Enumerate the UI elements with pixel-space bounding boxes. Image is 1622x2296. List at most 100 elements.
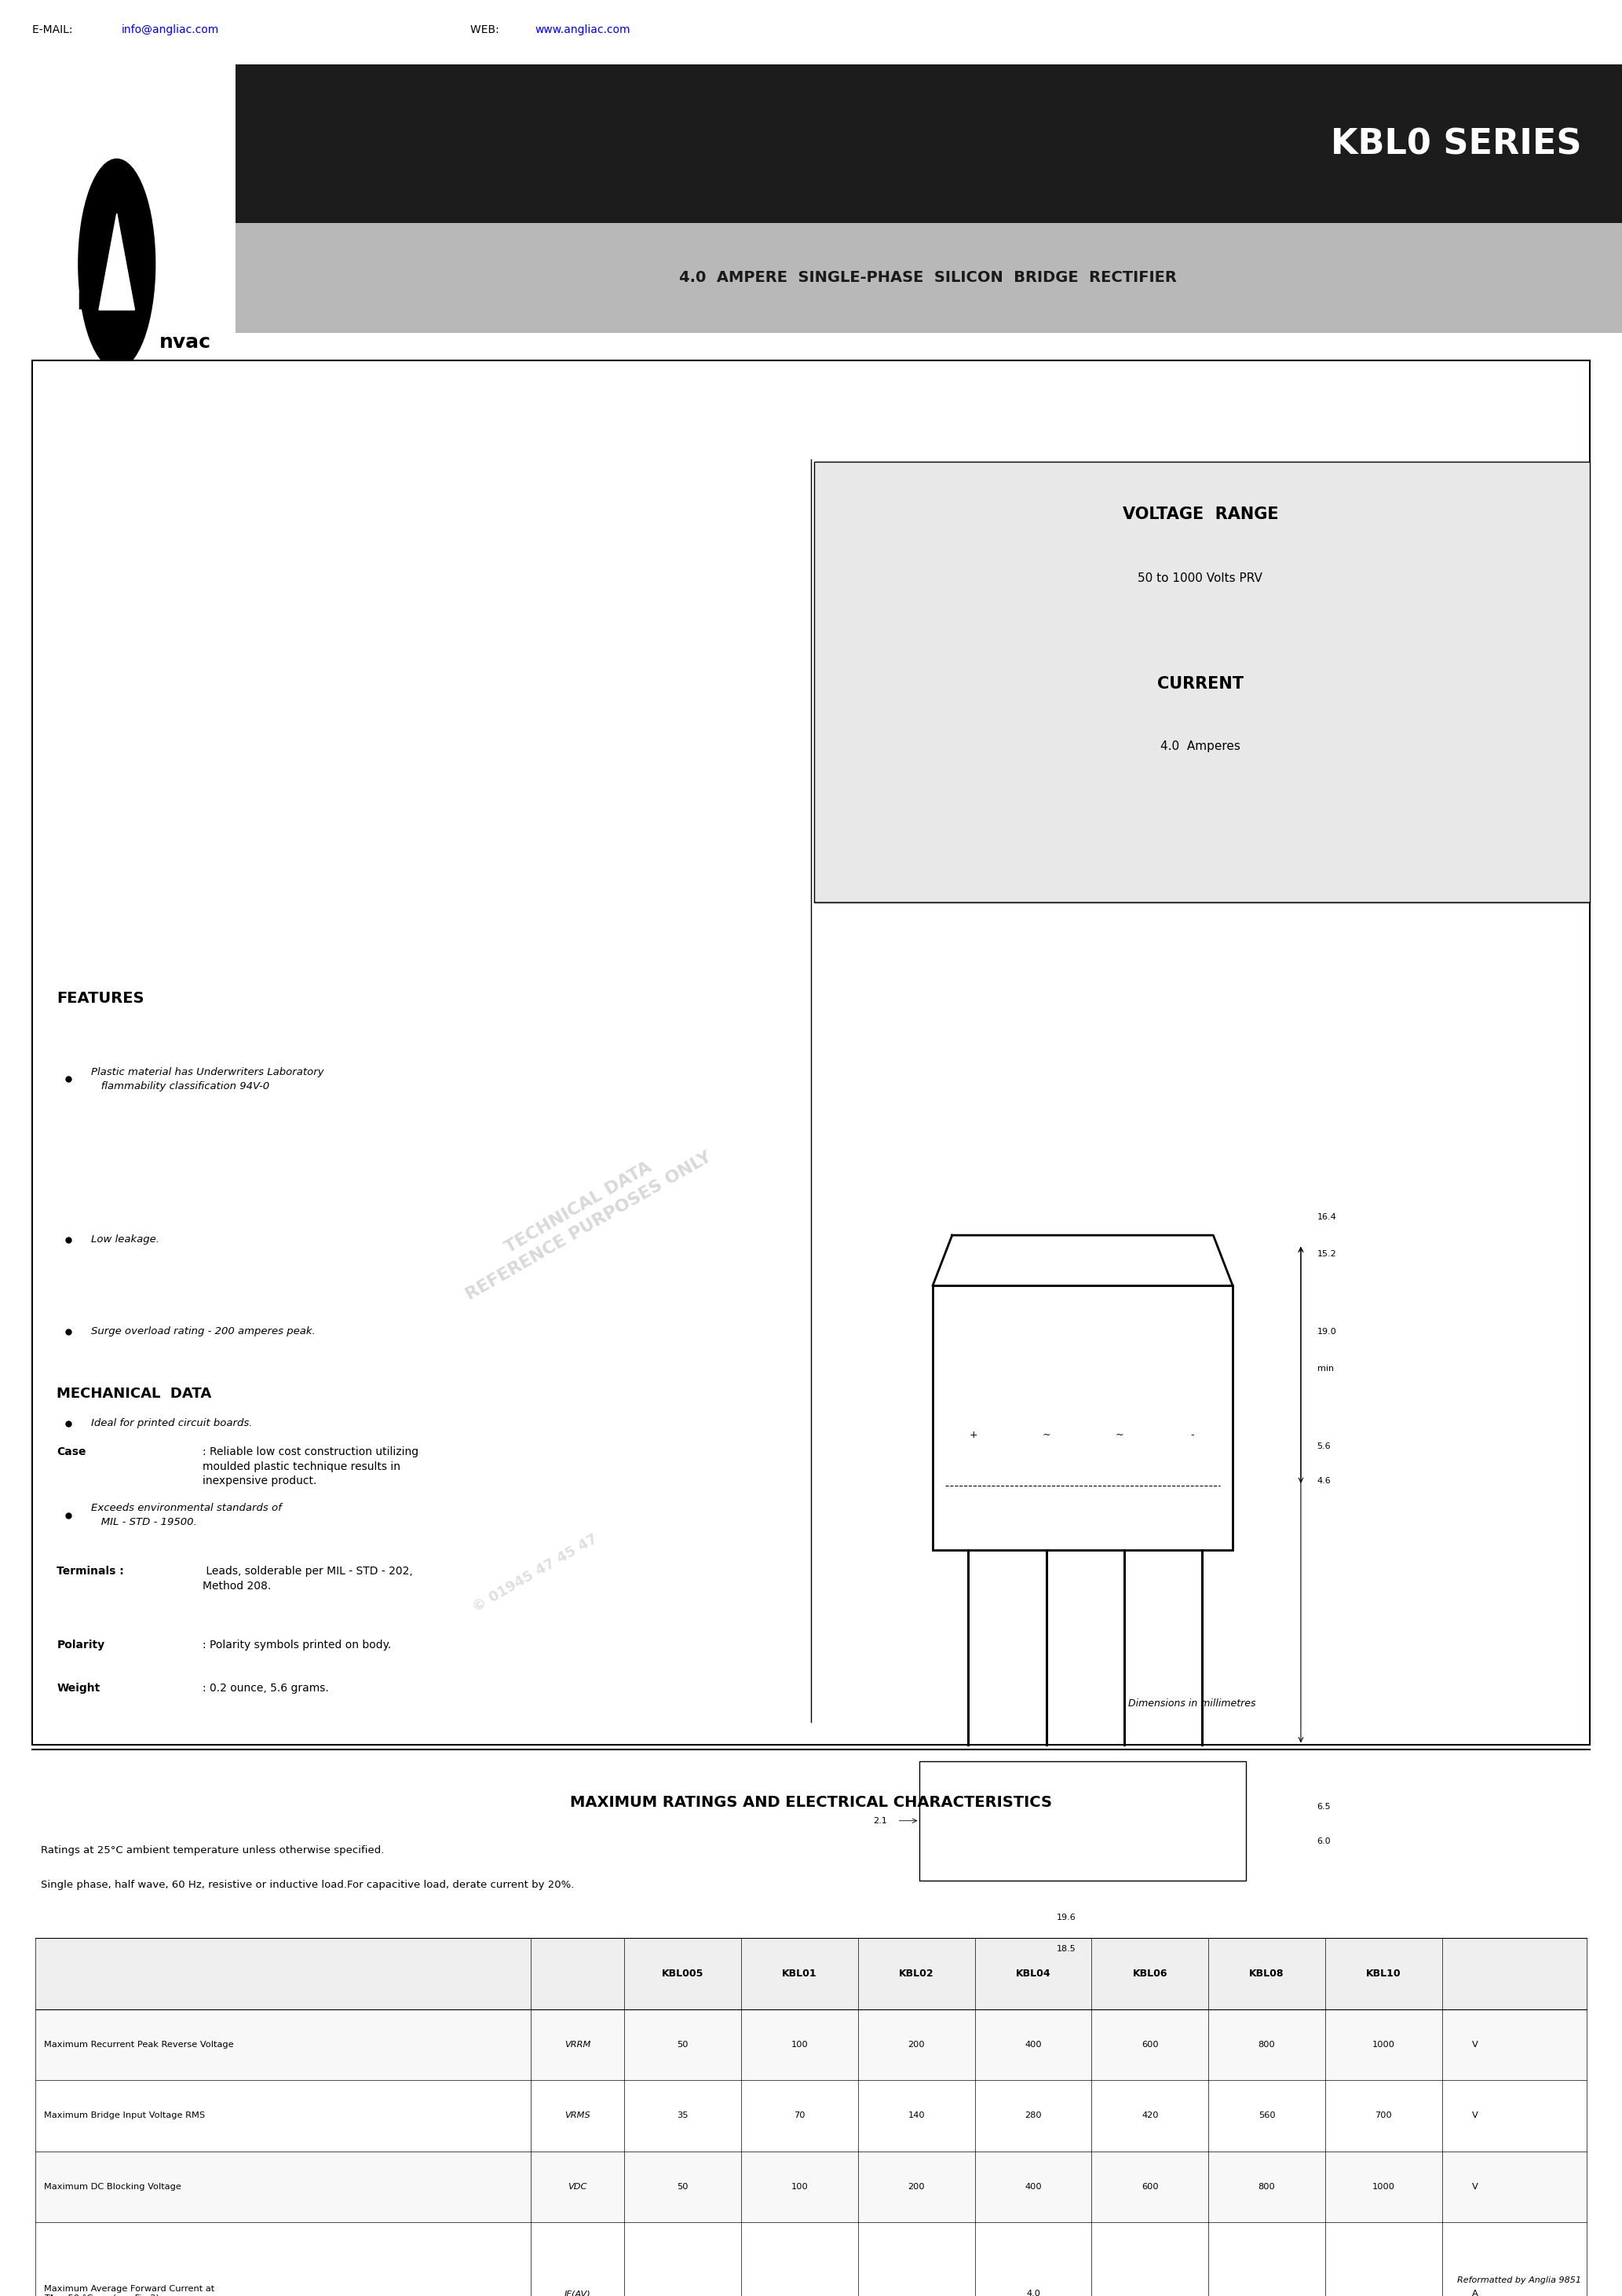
Text: www.angliac.com: www.angliac.com — [535, 25, 631, 34]
Text: KBL02: KBL02 — [899, 1968, 934, 1979]
Text: Maximum Average Forward Current at
TA = 50 °C       (see Fig 2): Maximum Average Forward Current at TA = … — [44, 2285, 214, 2296]
Text: Single phase, half wave, 60 Hz, resistive or inductive load.For capacitive load,: Single phase, half wave, 60 Hz, resistiv… — [41, 1880, 574, 1890]
Text: Maximum Recurrent Peak Reverse Voltage: Maximum Recurrent Peak Reverse Voltage — [44, 2041, 234, 2048]
Text: MAXIMUM RATINGS AND ELECTRICAL CHARACTERISTICS: MAXIMUM RATINGS AND ELECTRICAL CHARACTER… — [569, 1795, 1053, 1809]
Text: 420: 420 — [1142, 2112, 1158, 2119]
Text: KBL01: KBL01 — [782, 1968, 817, 1979]
Text: 560: 560 — [1259, 2112, 1275, 2119]
Bar — [235, 64, 1622, 225]
Text: Maximum DC Blocking Voltage: Maximum DC Blocking Voltage — [44, 2183, 182, 2190]
Bar — [36, 1938, 1586, 2009]
Text: VDC: VDC — [568, 2183, 587, 2190]
Text: KBL04: KBL04 — [1015, 1968, 1051, 1979]
Circle shape — [1101, 1789, 1147, 1853]
Text: 4.6: 4.6 — [1317, 1476, 1332, 1486]
Text: VOLTAGE  RANGE: VOLTAGE RANGE — [1122, 507, 1278, 521]
Text: ~: ~ — [1041, 1430, 1051, 1440]
Text: KBL06: KBL06 — [1132, 1968, 1168, 1979]
Text: KBL0 SERIES: KBL0 SERIES — [1330, 129, 1581, 161]
Bar — [814, 461, 1590, 902]
Text: min: min — [1317, 1364, 1333, 1373]
Text: CURRENT: CURRENT — [1156, 677, 1244, 691]
Text: VRRM: VRRM — [564, 2041, 590, 2048]
Text: KBL08: KBL08 — [1249, 1968, 1285, 1979]
Bar — [36, 2080, 1586, 2151]
Circle shape — [1023, 1789, 1069, 1853]
Bar — [36, 2151, 1586, 2223]
Bar — [920, 1761, 1246, 1880]
Text: KBL10: KBL10 — [1366, 1968, 1401, 1979]
Text: 400: 400 — [1025, 2183, 1041, 2190]
Text: VRMS: VRMS — [564, 2112, 590, 2119]
Text: © 01945 47 45 47: © 01945 47 45 47 — [470, 1531, 600, 1614]
Text: 4.0: 4.0 — [1027, 2289, 1040, 2296]
Bar — [36, 2009, 1586, 2080]
Text: MECHANICAL  DATA: MECHANICAL DATA — [57, 1387, 211, 1401]
Text: +: + — [968, 1430, 978, 1440]
Text: 100: 100 — [792, 2041, 808, 2048]
Text: 700: 700 — [1375, 2112, 1392, 2119]
Text: 100: 100 — [792, 2183, 808, 2190]
Text: 16.4: 16.4 — [1317, 1212, 1337, 1221]
Text: A: A — [1473, 2289, 1478, 2296]
Polygon shape — [933, 1235, 1233, 1286]
Text: : Polarity symbols printed on body.: : Polarity symbols printed on body. — [203, 1639, 391, 1651]
Text: Case: Case — [57, 1446, 86, 1458]
Circle shape — [1179, 1789, 1225, 1853]
Bar — [235, 223, 1622, 333]
Text: info@angliac.com: info@angliac.com — [122, 25, 219, 34]
Text: Polarity: Polarity — [57, 1639, 105, 1651]
Text: Plastic material has Underwriters Laboratory
   flammability classification 94V-: Plastic material has Underwriters Labora… — [91, 1068, 324, 1091]
Text: V: V — [1473, 2041, 1478, 2048]
Text: 400: 400 — [1025, 2041, 1041, 2048]
Text: TECHNICAL DATA
REFERENCE PURPOSES ONLY: TECHNICAL DATA REFERENCE PURPOSES ONLY — [453, 1132, 715, 1302]
Bar — [36, 2223, 1586, 2296]
Text: Terminals :: Terminals : — [57, 1566, 125, 1577]
Text: 600: 600 — [1142, 2041, 1158, 2048]
Text: 4.0  Amperes: 4.0 Amperes — [1160, 739, 1241, 753]
Text: 6.5: 6.5 — [1317, 1802, 1332, 1812]
Text: 50 to 1000 Volts PRV: 50 to 1000 Volts PRV — [1139, 572, 1262, 585]
Text: -: - — [1191, 1430, 1194, 1440]
Text: 70: 70 — [793, 2112, 806, 2119]
Text: 200: 200 — [908, 2041, 925, 2048]
Text: 19.6: 19.6 — [1058, 1913, 1075, 1922]
Text: 2.1: 2.1 — [873, 1816, 887, 1825]
Text: 1000: 1000 — [1372, 2041, 1395, 2048]
Text: E-MAIL:: E-MAIL: — [32, 25, 76, 34]
Text: 19.0: 19.0 — [1317, 1327, 1337, 1336]
Text: : Reliable low cost construction utilizing
moulded plastic technique results in
: : Reliable low cost construction utilizi… — [203, 1446, 418, 1486]
Text: 200: 200 — [908, 2183, 925, 2190]
Text: Dimensions in millimetres: Dimensions in millimetres — [1129, 1699, 1255, 1708]
Text: Surge overload rating - 200 amperes peak.: Surge overload rating - 200 amperes peak… — [91, 1327, 315, 1336]
Text: Ideal for printed circuit boards.: Ideal for printed circuit boards. — [91, 1419, 251, 1428]
Text: 18.5: 18.5 — [1058, 1945, 1075, 1954]
Text: Leads, solderable per MIL - STD - 202,
Method 208.: Leads, solderable per MIL - STD - 202, M… — [203, 1566, 414, 1591]
Text: 6.0: 6.0 — [1317, 1837, 1332, 1846]
Circle shape — [946, 1789, 991, 1853]
Text: 280: 280 — [1025, 2112, 1041, 2119]
Text: 1000: 1000 — [1372, 2183, 1395, 2190]
Text: 50: 50 — [676, 2041, 689, 2048]
Text: 800: 800 — [1259, 2183, 1275, 2190]
Text: 800: 800 — [1259, 2041, 1275, 2048]
Text: 140: 140 — [908, 2112, 925, 2119]
Text: Reformatted by Anglia 9851: Reformatted by Anglia 9851 — [1458, 2275, 1581, 2285]
Text: 50: 50 — [676, 2183, 689, 2190]
Bar — [32, 360, 1590, 1745]
Text: nvac: nvac — [159, 333, 211, 351]
Text: 4.0  AMPERE  SINGLE-PHASE  SILICON  BRIDGE  RECTIFIER: 4.0 AMPERE SINGLE-PHASE SILICON BRIDGE R… — [680, 271, 1176, 285]
Text: Low leakage.: Low leakage. — [91, 1235, 159, 1244]
Polygon shape — [99, 214, 135, 310]
Text: 35: 35 — [676, 2112, 689, 2119]
Ellipse shape — [78, 158, 156, 370]
Text: WEB:: WEB: — [470, 25, 503, 34]
Text: KBL005: KBL005 — [662, 1968, 704, 1979]
Text: I: I — [76, 292, 86, 315]
Text: Exceeds environmental standards of
   MIL - STD - 19500.: Exceeds environmental standards of MIL -… — [91, 1504, 281, 1527]
Bar — [933, 1286, 1233, 1550]
Text: IF(AV): IF(AV) — [564, 2289, 590, 2296]
Text: 5.6: 5.6 — [1317, 1442, 1332, 1451]
Text: : 0.2 ounce, 5.6 grams.: : 0.2 ounce, 5.6 grams. — [203, 1683, 329, 1694]
Text: FEATURES: FEATURES — [57, 992, 144, 1006]
